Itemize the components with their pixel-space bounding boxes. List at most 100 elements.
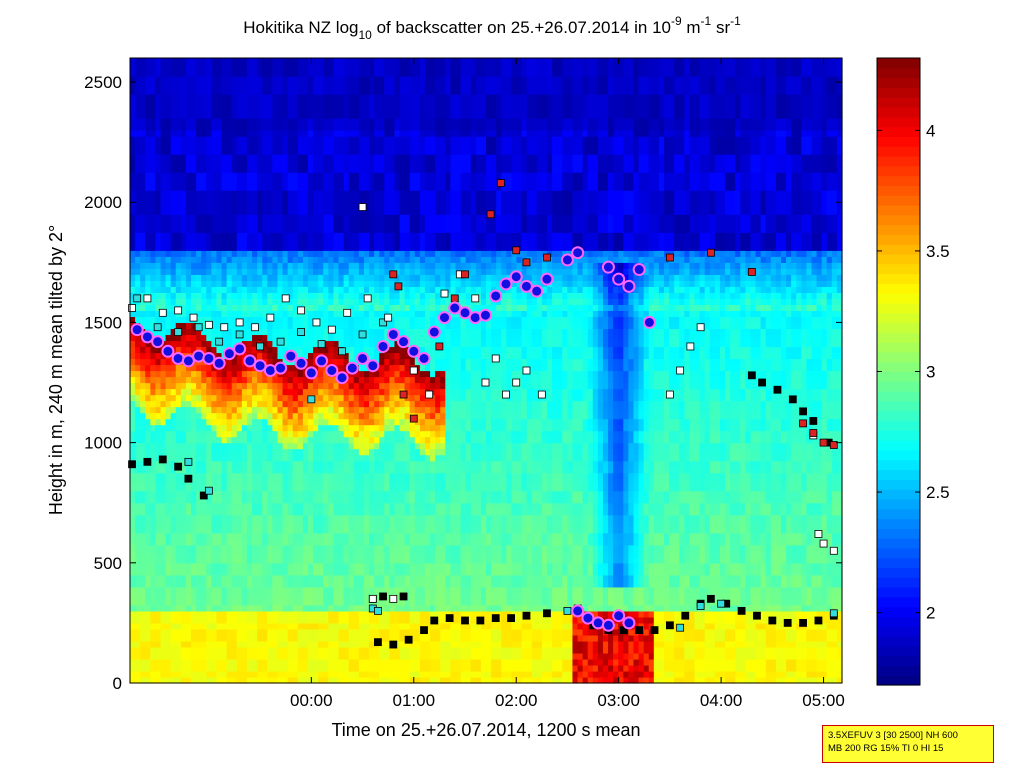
heatmap-cell [145,544,151,552]
heatmap-cell [292,604,299,612]
heatmap-cell [308,646,314,654]
heatmap-cell [211,322,218,330]
heatmap-cell [135,310,141,318]
heatmap-cell [185,148,192,155]
heatmap-cell [216,580,223,588]
heatmap-cell [267,232,273,239]
heatmap-cell [358,670,365,678]
heatmap-cell [333,106,340,113]
heatmap-cell [358,616,365,624]
heatmap-cell [292,112,299,119]
heatmap-cell [191,184,197,191]
heatmap-cell [257,268,263,275]
heatmap-cell [272,112,279,119]
heatmap-cell [165,400,172,408]
heatmap-cell [241,220,248,227]
heatmap-cell [246,214,253,221]
heatmap-cell [236,220,243,227]
heatmap-cell [155,448,162,456]
heatmap-cell [318,64,324,71]
heatmap-cell [277,628,284,636]
heatmap-cell [236,622,243,630]
heatmap-cell [246,412,253,420]
heatmap-cell [323,322,329,330]
heatmap-cell [140,622,146,630]
heatmap-cell [267,448,273,456]
heatmap-cell [206,58,212,65]
heatmap-cell [323,70,329,77]
heatmap-cell [292,526,299,534]
heatmap-cell [272,310,279,318]
heatmap-cell [318,478,324,486]
heatmap-cell [246,622,253,630]
heatmap-cell [333,592,340,600]
heatmap-cell [206,598,212,606]
heatmap-cell [216,142,223,149]
heatmap-cell [287,292,294,299]
heatmap-cell [308,142,314,149]
heatmap-cell [297,676,304,684]
heatmap-cell [318,118,324,125]
heatmap-cell [226,196,233,203]
heatmap-cell [191,436,197,444]
heatmap-cell [257,556,263,564]
heatmap-cell [160,664,167,672]
heatmap-cell [221,592,228,600]
heatmap-cell [333,226,340,233]
heatmap-cell [313,526,319,534]
heatmap-cell [236,112,243,119]
heatmap-cell [201,136,207,143]
heatmap-cell [170,184,177,191]
heatmap-cell [155,262,162,269]
heatmap-cell [206,124,212,131]
heatmap-cell [267,202,273,209]
heatmap-cell [140,466,146,474]
heatmap-cell [211,274,218,281]
heatmap-cell [343,586,350,594]
heatmap-cell [353,484,360,492]
heatmap-cell [216,670,223,678]
heatmap-cell [287,298,294,305]
heatmap-cell [160,244,167,251]
heatmap-cell [165,562,172,570]
heatmap-cell [165,376,172,384]
heatmap-cell [231,160,238,167]
heatmap-cell [140,442,146,450]
heatmap-cell [267,298,273,305]
heatmap-cell [155,190,162,197]
heatmap-cell [226,286,233,293]
heatmap-cell [221,340,228,348]
heatmap-cell [333,634,340,642]
heatmap-cell [191,70,197,77]
heatmap-cell [328,514,335,522]
heatmap-cell [338,538,345,546]
heatmap-cell [206,574,212,582]
heatmap-cell [277,478,284,486]
heatmap-cell [241,292,248,299]
heatmap-cell [287,94,294,101]
heatmap-cell [226,106,233,113]
heatmap-cell [246,232,253,239]
heatmap-cell [241,496,248,504]
heatmap-cell [338,556,345,564]
heatmap-cell [272,178,279,185]
heatmap-cell [185,190,192,197]
heatmap-cell [226,652,233,660]
heatmap-cell [323,94,329,101]
heatmap-cell [211,244,218,251]
heatmap-cell [231,124,238,131]
heatmap-cell [145,430,151,438]
heatmap-cell [343,634,350,642]
heatmap-cell [241,490,248,498]
heatmap-cell [211,592,218,600]
heatmap-cell [363,232,370,239]
heatmap-cell [135,172,141,179]
heatmap-cell [241,100,248,107]
heatmap-cell [135,430,141,438]
heatmap-cell [333,334,340,342]
heatmap-cell [196,172,202,179]
heatmap-cell [196,154,202,161]
heatmap-cell [328,562,335,570]
heatmap-cell [221,172,228,179]
heatmap-cell [135,136,141,143]
